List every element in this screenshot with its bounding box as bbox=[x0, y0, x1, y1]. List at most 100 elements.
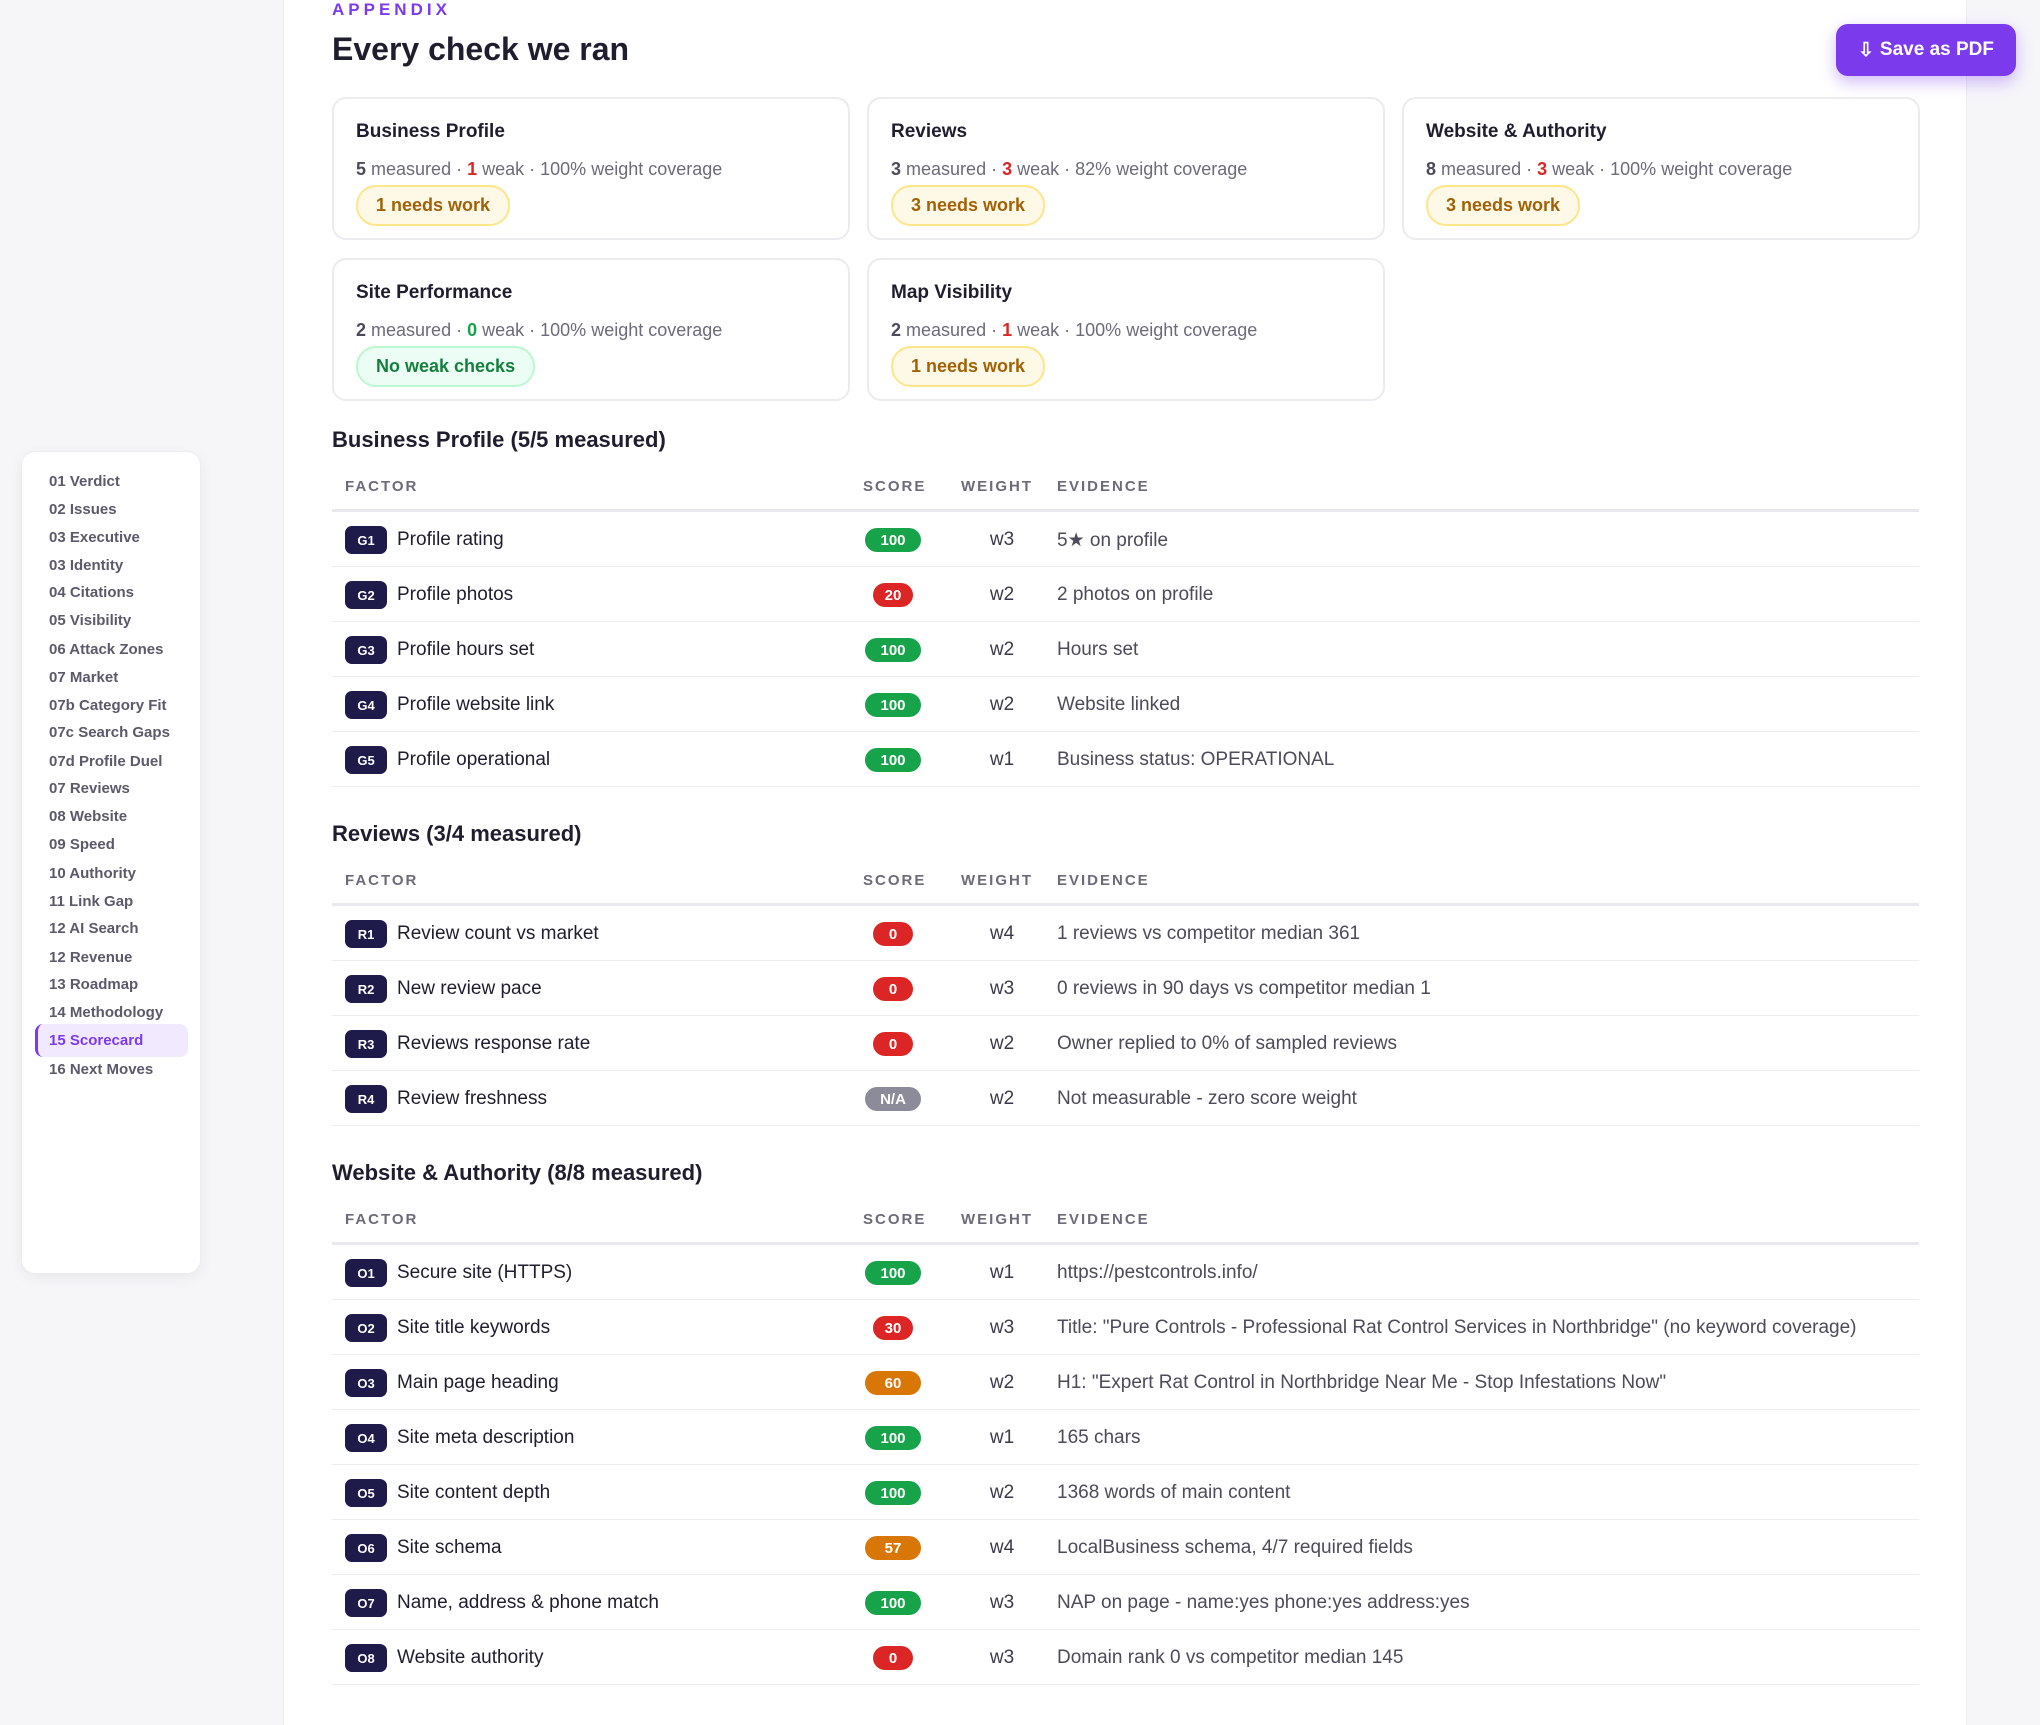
factor-code-badge: R3 bbox=[345, 1030, 387, 1058]
weak-label: weak bbox=[482, 320, 525, 340]
sidebar-item[interactable]: 03 Identity bbox=[49, 557, 124, 574]
sidebar-item[interactable]: 08 Website bbox=[49, 808, 128, 825]
factor-name: Website authority bbox=[397, 1647, 544, 1668]
col-evidence: EVIDENCE bbox=[1057, 1211, 1150, 1228]
weight-value: w2 bbox=[989, 1482, 1015, 1503]
col-score: SCORE bbox=[863, 478, 927, 495]
coverage-value: 100% bbox=[540, 159, 587, 179]
weak-label: weak bbox=[1017, 159, 1060, 179]
factor-code-badge: G1 bbox=[345, 526, 387, 554]
score-badge: 100 bbox=[865, 1591, 921, 1615]
sidebar-item[interactable]: 16 Next Moves bbox=[49, 1061, 154, 1078]
factor-code-badge: G5 bbox=[345, 746, 387, 774]
card-title: Business Profile bbox=[356, 121, 505, 142]
sidebar-item[interactable]: 14 Methodology bbox=[49, 1004, 164, 1021]
factor-code-badge: O5 bbox=[345, 1479, 387, 1507]
card-stats: 2 measured · 0 weak · 100% weight covera… bbox=[356, 320, 723, 340]
measured-count: 2 bbox=[891, 320, 902, 340]
factor-name: Site content depth bbox=[397, 1482, 551, 1503]
status-badge: 3 needs work bbox=[1426, 185, 1581, 226]
evidence-text: https://pestcontrols.info/ bbox=[1057, 1262, 1258, 1283]
weight-value: w3 bbox=[989, 1317, 1015, 1338]
section-title: Website & Authority (8/8 measured) bbox=[332, 1160, 703, 1185]
col-factor: FACTOR bbox=[345, 1211, 419, 1228]
factor-code-badge: G4 bbox=[345, 691, 387, 719]
section-nav: 01 Verdict 02 Issues 03 Executive 03 Identi… bbox=[21, 451, 201, 1274]
weight-value: w2 bbox=[989, 1088, 1015, 1109]
evidence-text: 165 chars bbox=[1057, 1427, 1141, 1448]
eyebrow-label: APPENDIX bbox=[332, 0, 451, 19]
sidebar-item[interactable]: 03 Executive bbox=[49, 529, 140, 546]
score-badge: 100 bbox=[865, 693, 921, 717]
evidence-text: NAP on page - name:yes phone:yes address… bbox=[1057, 1592, 1470, 1613]
evidence-text: 1 reviews vs competitor median 361 bbox=[1057, 923, 1361, 944]
weak-count: 1 bbox=[467, 159, 478, 179]
weight-value: w3 bbox=[989, 529, 1015, 550]
summary-card: Website & Authority 8 measured · 3 weak ·… bbox=[1402, 97, 1920, 240]
weight-value: w2 bbox=[989, 1372, 1015, 1393]
score-badge: 57 bbox=[865, 1536, 921, 1560]
weight-value: w3 bbox=[989, 978, 1015, 999]
sidebar-item[interactable]: 07d Profile Duel bbox=[49, 753, 163, 770]
scorecard-table: FACTOR SCORE WEIGHT EVIDENCE G1 Profile ratin… bbox=[332, 470, 1919, 787]
sidebar-item[interactable]: 11 Link Gap bbox=[49, 893, 134, 910]
sidebar-item[interactable]: 07b Category Fit bbox=[49, 697, 167, 714]
factor-name: Profile website link bbox=[397, 694, 555, 715]
factor-code-badge: O7 bbox=[345, 1589, 387, 1617]
evidence-text: 5★ on profile bbox=[1057, 530, 1169, 551]
factor-name: Site title keywords bbox=[397, 1317, 551, 1338]
sidebar-item[interactable]: 10 Authority bbox=[49, 865, 136, 882]
coverage-value: 82% bbox=[1075, 159, 1112, 179]
sidebar-item[interactable]: 07c Search Gaps bbox=[49, 724, 170, 741]
col-score: SCORE bbox=[863, 1211, 927, 1228]
factor-code-badge: G2 bbox=[345, 581, 387, 609]
weight-value: w4 bbox=[989, 923, 1015, 944]
factor-name: Site meta description bbox=[397, 1427, 575, 1448]
weak-count: 0 bbox=[467, 320, 478, 340]
sidebar-item[interactable]: 15 Scorecard bbox=[35, 1024, 188, 1057]
sidebar-item[interactable]: 07 Reviews bbox=[49, 780, 130, 797]
sidebar-item[interactable]: 02 Issues bbox=[49, 501, 117, 518]
card-stats: 3 measured · 3 weak · 82% weight coverag… bbox=[891, 159, 1248, 179]
weak-label: weak bbox=[482, 159, 525, 179]
sidebar-item[interactable]: 04 Citations bbox=[49, 584, 135, 601]
col-evidence: EVIDENCE bbox=[1057, 478, 1150, 495]
weight-value: w2 bbox=[989, 1033, 1015, 1054]
weight-value: w3 bbox=[989, 1592, 1015, 1613]
save-pdf-button[interactable]: ⇩ Save as PDF bbox=[1836, 24, 2016, 76]
sidebar-item[interactable]: 12 AI Search bbox=[49, 920, 139, 937]
table-row: G2 Profile photos 20 w2 2 photos on profile bbox=[332, 567, 1919, 622]
evidence-text: LocalBusiness schema, 4/7 required field… bbox=[1057, 1537, 1413, 1558]
factor-code-badge: O4 bbox=[345, 1424, 387, 1452]
weak-count: 1 bbox=[1002, 320, 1013, 340]
scorecard-table: FACTOR SCORE WEIGHT EVIDENCE O1 Secure site (… bbox=[332, 1203, 1919, 1685]
card-title: Site Performance bbox=[356, 282, 513, 303]
summary-card: Reviews 3 measured · 3 weak · 82% weight … bbox=[867, 97, 1385, 240]
sidebar-item[interactable]: 06 Attack Zones bbox=[49, 641, 164, 658]
score-badge: 100 bbox=[865, 528, 921, 552]
sidebar-item[interactable]: 05 Visibility bbox=[49, 612, 132, 629]
table-row: G4 Profile website link 100 w2 Website linke… bbox=[332, 677, 1919, 732]
sidebar-item[interactable]: 07 Market bbox=[49, 669, 119, 686]
measured-count: 8 bbox=[1426, 159, 1437, 179]
col-weight: WEIGHT bbox=[961, 872, 1033, 889]
evidence-text: Owner replied to 0% of sampled reviews bbox=[1057, 1033, 1398, 1054]
summary-card: Business Profile 5 measured · 1 weak · 10… bbox=[332, 97, 850, 240]
weight-value: w2 bbox=[989, 639, 1015, 660]
measured-label: measured bbox=[1441, 159, 1522, 179]
sidebar-item[interactable]: 09 Speed bbox=[49, 836, 115, 853]
col-weight: WEIGHT bbox=[961, 1211, 1033, 1228]
sidebar-item[interactable]: 13 Roadmap bbox=[49, 976, 139, 993]
sidebar-item[interactable]: 12 Revenue bbox=[49, 949, 133, 966]
col-weight: WEIGHT bbox=[961, 478, 1033, 495]
table-row: R4 Review freshness N/A w2 Not measurable - … bbox=[332, 1071, 1919, 1126]
sidebar-item[interactable]: 01 Verdict bbox=[49, 473, 120, 490]
weight-value: w1 bbox=[989, 749, 1015, 770]
table-row: G3 Profile hours set 100 w2 Hours set bbox=[332, 622, 1919, 677]
weight-value: w2 bbox=[989, 694, 1015, 715]
weight-value: w2 bbox=[989, 584, 1015, 605]
summary-card: Site Performance 2 measured · 0 weak · 10… bbox=[332, 258, 850, 401]
factor-name: Profile hours set bbox=[397, 639, 535, 660]
summary-card: Map Visibility 2 measured · 1 weak · 100%… bbox=[867, 258, 1385, 401]
